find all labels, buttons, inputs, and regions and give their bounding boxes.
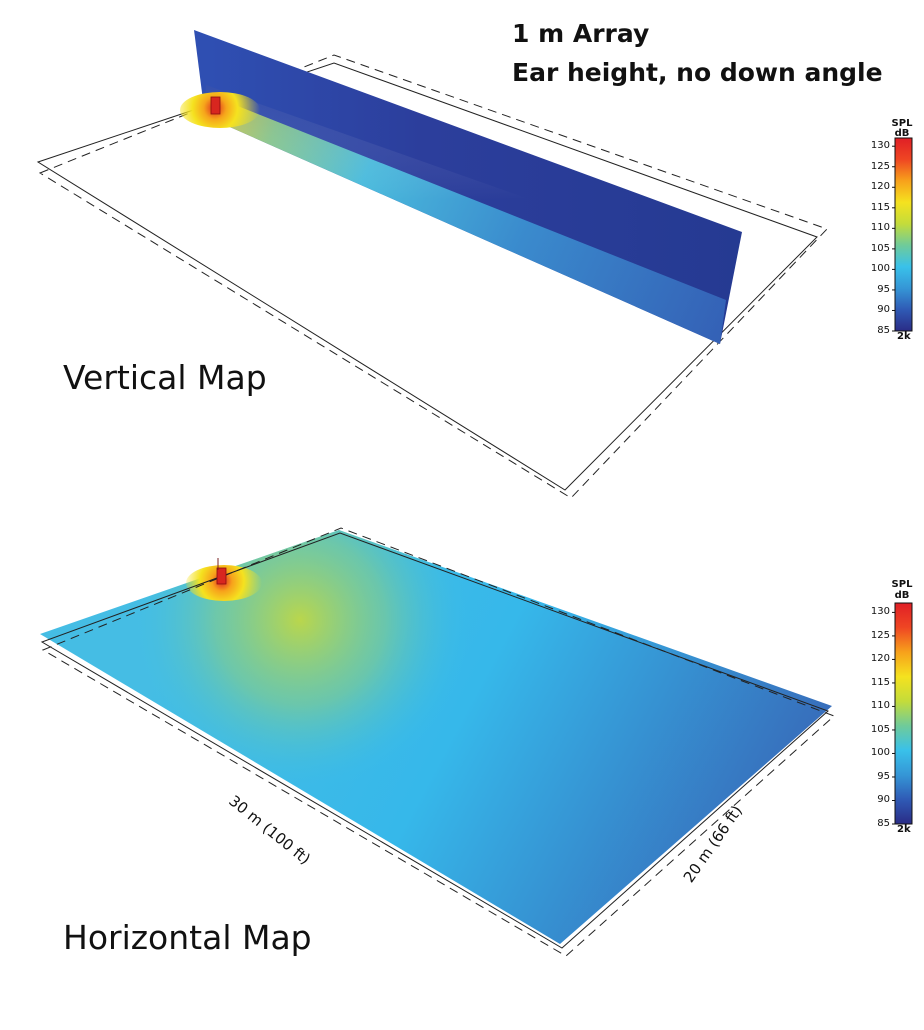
scale-tick-label: 120 bbox=[870, 653, 890, 665]
scale-tick-label: 95 bbox=[877, 283, 890, 295]
scale-tick-label: 110 bbox=[870, 700, 890, 712]
scale-tick-label: 130 bbox=[870, 140, 890, 152]
horizontal-map-label: Horizontal Map bbox=[63, 918, 312, 957]
array-speaker-vertical bbox=[210, 96, 221, 115]
scale-tick-label: 100 bbox=[870, 263, 890, 275]
title-line-1: 1 m Array bbox=[512, 19, 650, 48]
horizontal-map bbox=[40, 527, 835, 957]
scale-title-db: dB bbox=[894, 590, 910, 601]
scale-title-spl: SPL bbox=[891, 118, 913, 129]
scale-tick-label: 85 bbox=[877, 325, 890, 336]
spl-colour-scale-bottom bbox=[892, 602, 913, 825]
scale-tick-label: 120 bbox=[870, 181, 890, 193]
scale-tick-label: 125 bbox=[870, 160, 890, 172]
vertical-map-label: Vertical Map bbox=[63, 358, 267, 397]
scale-colour-bar bbox=[894, 602, 913, 825]
scale-tick-label: 115 bbox=[870, 201, 890, 213]
scale-frequency: 2k bbox=[897, 824, 911, 835]
scale-tick-label: 95 bbox=[877, 770, 890, 782]
scale-tick-label: 90 bbox=[877, 794, 890, 806]
room-outline-dashed-2 bbox=[41, 527, 835, 957]
scale-title-spl: SPL bbox=[891, 579, 913, 590]
scale-tick-label: 105 bbox=[870, 723, 890, 735]
title-line-2: Ear height, no down angle bbox=[512, 58, 883, 87]
vertical-map bbox=[36, 30, 828, 499]
scale-frequency: 2k bbox=[897, 331, 911, 342]
scale-colour-bar bbox=[894, 137, 913, 332]
scale-tick-label: 90 bbox=[877, 304, 890, 316]
horizontal-spl-lobe bbox=[40, 530, 832, 944]
spl-colour-scale-top bbox=[892, 137, 913, 332]
scale-title-db: dB bbox=[894, 128, 910, 139]
vertical-spl-fade bbox=[205, 85, 730, 344]
scale-tick-label: 85 bbox=[877, 818, 890, 829]
scale-tick-label: 100 bbox=[870, 747, 890, 759]
scale-tick-label: 110 bbox=[870, 222, 890, 234]
scale-tick-label: 125 bbox=[870, 629, 890, 641]
scale-tick-label: 115 bbox=[870, 676, 890, 688]
scale-tick-label: 130 bbox=[870, 606, 890, 618]
array-speaker-horizontal bbox=[216, 567, 227, 585]
scale-tick-label: 105 bbox=[870, 242, 890, 254]
